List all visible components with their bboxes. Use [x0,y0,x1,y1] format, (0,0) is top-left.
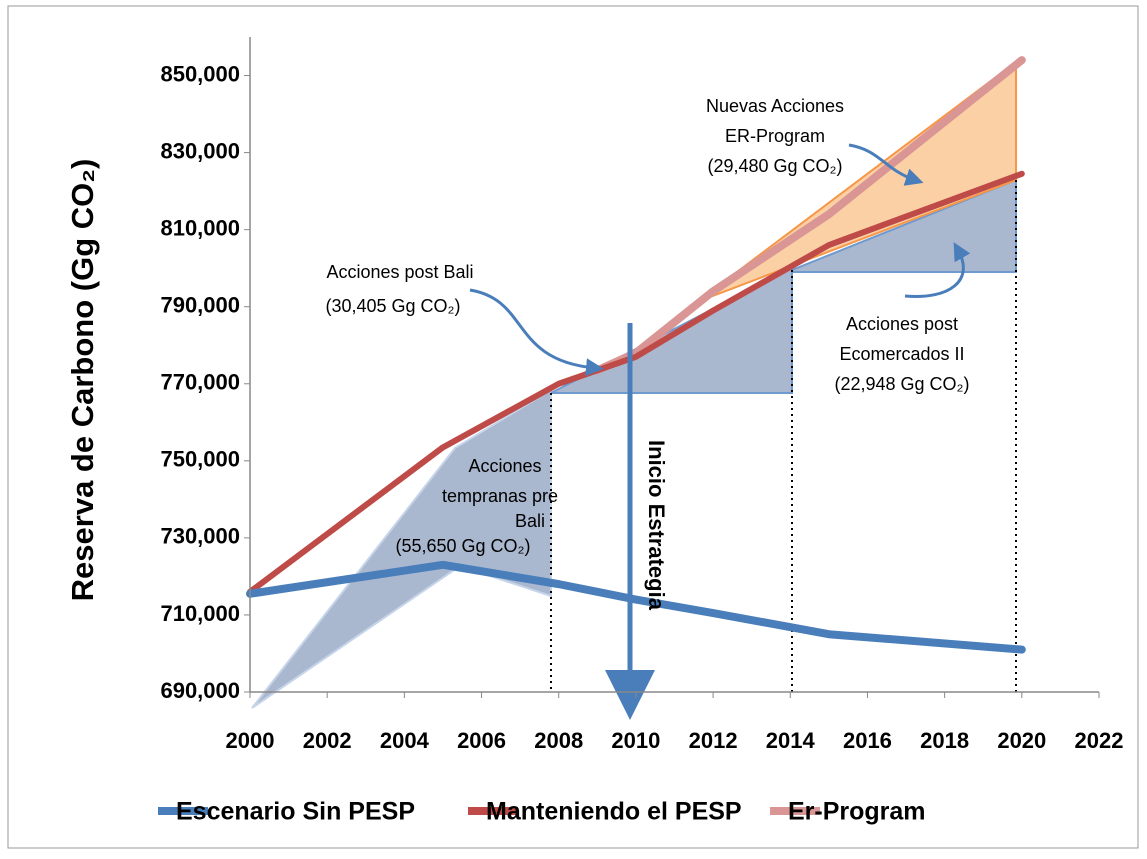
x-tick-label: 2022 [1075,728,1124,753]
annotation: Ecomercados II [839,344,964,364]
annotation: Acciones post [846,314,958,334]
y-axis-label: Reserva de Carbono (Gg CO₂) [65,159,100,602]
y-tick-label: 690,000 [160,678,240,703]
area-er-program [696,59,1017,303]
legend-label: Escenario Sin PESP [176,798,415,826]
arrow [904,242,971,299]
y-tick-label: 770,000 [160,370,240,395]
y-tick-label: 710,000 [160,601,240,626]
y-tick-label: 790,000 [160,293,240,318]
annotation: Acciones post Bali [326,262,473,282]
area-pre-bali [251,388,552,709]
annotation: ER-Program [725,126,825,146]
legend-label: Er-Program [788,798,926,826]
x-tick-label: 2006 [457,728,506,753]
x-tick-label: 2008 [534,728,583,753]
x-tick-label: 2004 [380,728,430,753]
x-tick-label: 2018 [920,728,969,753]
annotation: Nuevas Acciones [706,96,844,116]
arrow [848,143,924,186]
annotation: Inicio Estrategia [644,440,669,611]
x-tick-label: 2010 [611,728,660,753]
annotation: (55,650 Gg CO₂) [395,536,530,556]
y-tick-label: 730,000 [160,524,240,549]
x-tick-label: 2000 [226,728,275,753]
arrow [469,288,604,377]
y-tick-label: 810,000 [160,215,240,240]
x-tick-label: 2002 [303,728,352,753]
y-tick-label: 850,000 [160,61,240,86]
annotation: (30,405 Gg CO₂) [325,296,460,316]
x-tick-label: 2014 [766,728,816,753]
x-tick-label: 2012 [689,728,738,753]
legend-label: Manteniendo el PESP [486,798,742,826]
series-line [246,560,1026,654]
annotation: (22,948 Gg CO₂) [834,374,969,394]
annotation: Bali [515,511,545,531]
y-tick-label: 830,000 [160,138,240,163]
x-tick-label: 2016 [843,728,892,753]
y-tick-label: 750,000 [160,447,240,472]
annotation: tempranas pre [442,486,558,506]
series-line [247,170,1025,595]
x-tick-label: 2020 [997,728,1046,753]
annotation: Acciones [468,456,541,476]
annotation: (29,480 Gg CO₂) [707,156,842,176]
